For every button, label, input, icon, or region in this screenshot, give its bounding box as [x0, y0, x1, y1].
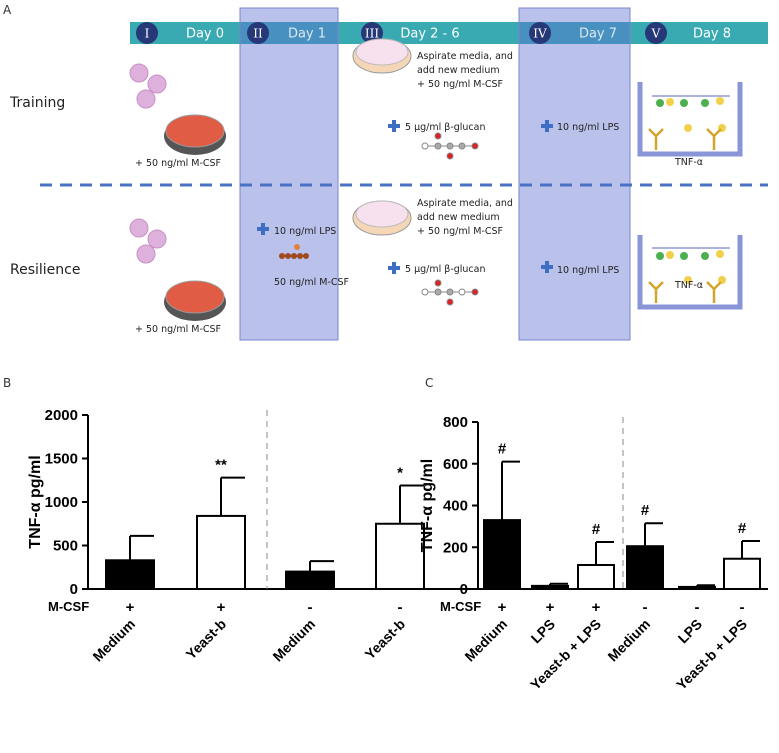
bar: [285, 570, 335, 590]
condition-sign: -: [643, 599, 648, 616]
numeral: III: [365, 27, 379, 41]
x-tick-label: Medium: [89, 616, 138, 665]
x-tick-label: LPS: [675, 616, 706, 647]
significance-label: #: [738, 520, 747, 537]
note: + 50 ng/ml M-CSF: [135, 324, 221, 335]
day-label: Day 8: [693, 27, 731, 42]
plus-icon: [257, 120, 553, 274]
marker: [136, 22, 158, 44]
y-tick-label: 0: [460, 581, 468, 598]
y-tick-label: 1000: [45, 494, 78, 511]
bar: [531, 584, 569, 591]
note: Aspirate media, and: [417, 51, 513, 62]
elisa-icon: [637, 82, 743, 310]
condition-sign: -: [740, 599, 745, 616]
x-tick-label: Yeast-b: [183, 616, 230, 663]
day-label: Day 2 - 6: [400, 27, 459, 42]
note: TNF-α: [674, 280, 703, 291]
y-tick-label: 600: [443, 456, 468, 473]
condition-label: M-CSF: [48, 599, 89, 614]
y-tick-label: 400: [443, 498, 468, 515]
bar: [375, 522, 425, 590]
note: 10 ng/ml LPS: [274, 226, 336, 237]
x-tick-label: LPS: [528, 616, 559, 647]
panel-label: C: [425, 376, 433, 390]
note: 50 ng/ml M-CSF: [274, 277, 349, 288]
condition-sign: +: [217, 599, 226, 616]
timeline-bar: [130, 22, 768, 44]
numeral: IV: [533, 27, 547, 41]
note: 10 ng/ml LPS: [557, 265, 619, 276]
significance-label: #: [641, 502, 650, 519]
y-tick-label: 500: [53, 538, 78, 555]
note: add new medium: [417, 212, 500, 223]
note: 5 µg/ml β-glucan: [405, 122, 486, 133]
y-tick-label: 1500: [45, 451, 78, 468]
note: 5 µg/ml β-glucan: [405, 264, 486, 275]
significance-label: #: [498, 441, 507, 458]
x-tick-label: Medium: [269, 616, 318, 665]
bar: [626, 545, 664, 590]
panel-a: A I II III IV V Day 0 Day 1 Day 2 - 6 Da…: [3, 3, 768, 341]
numeral: II: [253, 27, 263, 41]
note: add new medium: [417, 65, 500, 76]
marker: [645, 22, 667, 44]
condition-label: M-CSF: [440, 599, 481, 614]
bar: [577, 563, 615, 591]
y-tick-label: 2000: [45, 407, 78, 424]
significance-label: **: [215, 457, 227, 474]
molecule-icon: [279, 132, 479, 306]
y-tick-label: 800: [443, 414, 468, 431]
row-label: Resilience: [10, 262, 80, 278]
timeline-markers: I II III IV V Day 0 Day 1 Day 2 - 6 Day …: [136, 22, 731, 44]
dish-icon: [164, 38, 412, 321]
significance-label: #: [592, 521, 601, 538]
condition-sign: -: [308, 599, 313, 616]
x-tick-label: Medium: [461, 616, 510, 665]
day-column: [239, 7, 339, 341]
numeral: I: [145, 27, 150, 41]
numeral: V: [651, 27, 661, 41]
y-tick-label: 200: [443, 539, 468, 556]
condition-sign: -: [695, 599, 700, 616]
y-axis-label: TNF-α pg/ml: [27, 455, 44, 548]
day-column: [518, 7, 631, 341]
bar: [678, 585, 716, 590]
y-axis-label: TNF-α pg/ml: [419, 459, 436, 552]
significance-label: *: [397, 464, 403, 481]
day-label: Day 1: [288, 27, 326, 42]
bar: [196, 514, 246, 590]
note: Aspirate media, and: [417, 198, 513, 209]
note: TNF-α: [674, 157, 703, 168]
day-label: Day 0: [186, 27, 224, 42]
condition-sign: +: [592, 599, 601, 616]
bar: [483, 519, 521, 590]
note: 10 ng/ml LPS: [557, 122, 619, 133]
panel-label: B: [3, 376, 11, 390]
x-tick-label: Yeast-b: [362, 616, 409, 663]
y-tick-label: 0: [70, 581, 78, 598]
x-tick-label: Medium: [604, 616, 653, 665]
note: + 50 ng/ml M-CSF: [135, 158, 221, 169]
day-label: Day 7: [579, 27, 617, 42]
row-label: Training: [9, 95, 65, 111]
condition-sign: +: [126, 599, 135, 616]
bar: [723, 557, 761, 591]
condition-sign: +: [498, 599, 507, 616]
marker: [361, 22, 383, 44]
condition-sign: +: [546, 599, 555, 616]
bar: [105, 559, 155, 590]
panel-label: A: [3, 3, 12, 17]
marker: [529, 22, 551, 44]
note: + 50 ng/ml M-CSF: [417, 79, 503, 90]
condition-sign: -: [398, 599, 403, 616]
cells-icon: [129, 63, 167, 264]
note: + 50 ng/ml M-CSF: [417, 226, 503, 237]
marker: [247, 22, 269, 44]
